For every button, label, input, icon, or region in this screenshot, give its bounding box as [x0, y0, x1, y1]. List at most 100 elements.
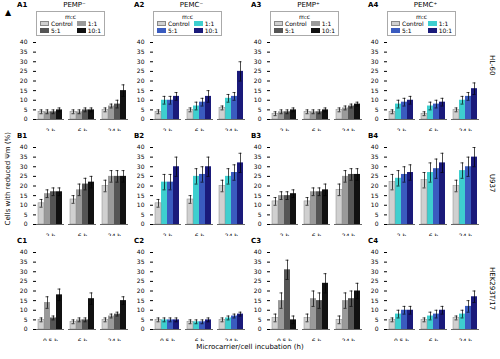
svg-text:15: 15 [137, 297, 145, 304]
svg-text:5: 5 [375, 316, 379, 323]
svg-text:25: 25 [254, 172, 262, 179]
svg-text:10: 10 [137, 306, 145, 313]
svg-text:25: 25 [254, 277, 262, 284]
svg-text:15: 15 [254, 192, 262, 199]
svg-text:24 h: 24 h [342, 232, 356, 236]
svg-text:6 h: 6 h [195, 337, 205, 341]
svg-text:40: 40 [137, 38, 145, 45]
svg-text:40: 40 [254, 38, 262, 45]
svg-text:6 h: 6 h [195, 232, 205, 236]
svg-text:35: 35 [371, 153, 379, 160]
svg-text:0: 0 [141, 325, 145, 332]
svg-text:5: 5 [258, 106, 262, 113]
svg-text:35: 35 [371, 48, 379, 55]
svg-text:24 h: 24 h [108, 232, 122, 236]
svg-text:25: 25 [371, 277, 379, 284]
svg-text:0: 0 [375, 220, 379, 227]
svg-text:6 h: 6 h [429, 337, 439, 341]
svg-text:10: 10 [371, 201, 379, 208]
svg-text:10: 10 [371, 306, 379, 313]
svg-text:0: 0 [375, 115, 379, 122]
svg-text:25: 25 [254, 67, 262, 74]
svg-text:20: 20 [371, 182, 379, 189]
svg-text:6 h: 6 h [312, 232, 322, 236]
svg-text:40: 40 [371, 38, 379, 45]
svg-text:20: 20 [254, 77, 262, 84]
svg-text:0.5 h: 0.5 h [394, 337, 409, 341]
svg-text:6 h: 6 h [78, 232, 88, 236]
svg-text:20: 20 [137, 77, 145, 84]
svg-text:15: 15 [371, 87, 379, 94]
svg-text:0: 0 [375, 325, 379, 332]
svg-text:10: 10 [137, 96, 145, 103]
svg-text:30: 30 [20, 58, 28, 65]
svg-text:25: 25 [371, 67, 379, 74]
svg-text:24 h: 24 h [108, 337, 122, 341]
svg-text:5: 5 [258, 211, 262, 218]
svg-text:6 h: 6 h [429, 232, 439, 236]
svg-text:0: 0 [258, 325, 262, 332]
svg-text:35: 35 [137, 153, 145, 160]
svg-text:15: 15 [20, 297, 28, 304]
svg-text:20: 20 [371, 287, 379, 294]
svg-text:40: 40 [20, 38, 28, 45]
svg-text:25: 25 [137, 277, 145, 284]
svg-text:30: 30 [254, 58, 262, 65]
svg-text:0: 0 [141, 220, 145, 227]
svg-text:30: 30 [137, 268, 145, 275]
svg-text:24 h: 24 h [459, 337, 473, 341]
svg-text:30: 30 [137, 163, 145, 170]
svg-text:20: 20 [254, 287, 262, 294]
svg-text:2 h: 2 h [163, 127, 173, 131]
svg-text:2 h: 2 h [397, 232, 407, 236]
svg-text:25: 25 [20, 67, 28, 74]
svg-text:15: 15 [20, 192, 28, 199]
svg-text:5: 5 [141, 211, 145, 218]
svg-text:40: 40 [371, 143, 379, 150]
svg-text:15: 15 [254, 297, 262, 304]
svg-text:15: 15 [254, 87, 262, 94]
svg-text:35: 35 [20, 258, 28, 265]
svg-text:6 h: 6 h [312, 337, 322, 341]
svg-text:0: 0 [24, 220, 28, 227]
svg-text:5: 5 [258, 316, 262, 323]
svg-text:25: 25 [137, 67, 145, 74]
svg-text:6 h: 6 h [78, 337, 88, 341]
svg-text:10: 10 [371, 96, 379, 103]
svg-text:35: 35 [137, 48, 145, 55]
svg-text:10: 10 [20, 96, 28, 103]
svg-text:35: 35 [137, 258, 145, 265]
svg-text:24 h: 24 h [459, 127, 473, 131]
svg-text:35: 35 [20, 153, 28, 160]
svg-text:6 h: 6 h [195, 127, 205, 131]
svg-text:2 h: 2 h [46, 232, 56, 236]
svg-text:40: 40 [254, 143, 262, 150]
svg-text:5: 5 [24, 106, 28, 113]
svg-text:0.5 h: 0.5 h [160, 337, 175, 341]
svg-text:40: 40 [20, 248, 28, 255]
svg-text:20: 20 [20, 287, 28, 294]
svg-text:24 h: 24 h [108, 127, 122, 131]
svg-text:35: 35 [20, 48, 28, 55]
svg-text:15: 15 [371, 297, 379, 304]
svg-text:35: 35 [254, 258, 262, 265]
svg-text:20: 20 [20, 77, 28, 84]
svg-text:0.5 h: 0.5 h [43, 337, 58, 341]
svg-text:20: 20 [20, 182, 28, 189]
svg-text:6 h: 6 h [78, 127, 88, 131]
svg-text:24 h: 24 h [225, 232, 239, 236]
svg-text:2 h: 2 h [46, 127, 56, 131]
svg-text:30: 30 [20, 268, 28, 275]
svg-text:20: 20 [371, 77, 379, 84]
svg-text:5: 5 [141, 316, 145, 323]
svg-text:0: 0 [258, 115, 262, 122]
svg-text:2 h: 2 h [280, 127, 290, 131]
svg-text:40: 40 [20, 143, 28, 150]
svg-text:15: 15 [20, 87, 28, 94]
svg-text:15: 15 [137, 192, 145, 199]
svg-text:2 h: 2 h [280, 232, 290, 236]
svg-text:25: 25 [137, 172, 145, 179]
svg-text:5: 5 [375, 211, 379, 218]
svg-text:2 h: 2 h [163, 232, 173, 236]
svg-text:25: 25 [371, 172, 379, 179]
